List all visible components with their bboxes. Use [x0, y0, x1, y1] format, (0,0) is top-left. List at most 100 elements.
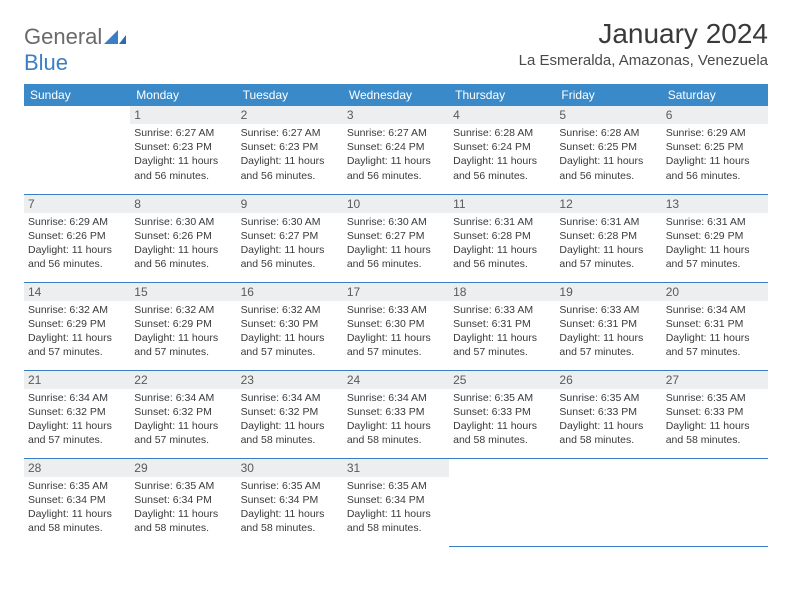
- day-info: Sunrise: 6:33 AMSunset: 6:31 PMDaylight:…: [453, 303, 551, 360]
- day-info: Sunrise: 6:33 AMSunset: 6:30 PMDaylight:…: [347, 303, 445, 360]
- calendar-cell: 18Sunrise: 6:33 AMSunset: 6:31 PMDayligh…: [449, 282, 555, 370]
- day-info: Sunrise: 6:29 AMSunset: 6:26 PMDaylight:…: [28, 215, 126, 272]
- calendar-cell: 24 Sunrise: 6:34 AMSunset: 6:33 PMDayligh…: [343, 370, 449, 458]
- calendar-cell: 17 Sunrise: 6:33 AMSunset: 6:30 PMDayligh…: [343, 282, 449, 370]
- day-number: 10: [343, 195, 449, 213]
- calendar-cell: 20Sunrise: 6:34 AMSunset: 6:31 PMDayligh…: [662, 282, 768, 370]
- day-info: Sunrise: 6:31 AMSunset: 6:29 PMDaylight:…: [666, 215, 764, 272]
- location: La Esmeralda, Amazonas, Venezuela: [519, 52, 768, 69]
- day-info: Sunrise: 6:35 AMSunset: 6:34 PMDaylight:…: [28, 479, 126, 536]
- day-number: 9: [237, 195, 343, 213]
- day-number: 28: [24, 459, 130, 477]
- month-title: January 2024: [519, 18, 768, 50]
- calendar-cell: 2 Sunrise: 6:27 AMSunset: 6:23 PMDaylight…: [237, 106, 343, 194]
- day-info: Sunrise: 6:35 AMSunset: 6:34 PMDaylight:…: [241, 479, 339, 536]
- calendar-cell: 1 Sunrise: 6:27 AMSunset: 6:23 PMDaylight…: [130, 106, 236, 194]
- calendar-cell: 15 Sunrise: 6:32 AMSunset: 6:29 PMDayligh…: [130, 282, 236, 370]
- day-info: Sunrise: 6:27 AMSunset: 6:24 PMDaylight:…: [347, 126, 445, 183]
- day-info: Sunrise: 6:35 AMSunset: 6:33 PMDaylight:…: [666, 391, 764, 448]
- day-info: Sunrise: 6:31 AMSunset: 6:28 PMDaylight:…: [559, 215, 657, 272]
- calendar-row: 14Sunrise: 6:32 AMSunset: 6:29 PMDayligh…: [24, 282, 768, 370]
- day-info: Sunrise: 6:30 AMSunset: 6:27 PMDaylight:…: [241, 215, 339, 272]
- day-number: 13: [662, 195, 768, 213]
- logo-sail-icon: [104, 30, 126, 44]
- calendar-cell: [449, 458, 555, 546]
- logo: General Blue: [24, 24, 126, 76]
- day-number: 1: [130, 106, 236, 124]
- calendar-cell: 31Sunrise: 6:35 AMSunset: 6:34 PMDayligh…: [343, 458, 449, 546]
- day-info: Sunrise: 6:27 AMSunset: 6:23 PMDaylight:…: [134, 126, 232, 183]
- day-number: 7: [24, 195, 130, 213]
- weekday-header: Saturday: [662, 84, 768, 106]
- day-number: 24: [343, 371, 449, 389]
- day-number: 19: [555, 283, 661, 301]
- day-number: 21: [24, 371, 130, 389]
- calendar-cell: [662, 458, 768, 546]
- calendar-cell: 16Sunrise: 6:32 AMSunset: 6:30 PMDayligh…: [237, 282, 343, 370]
- day-number: 22: [130, 371, 236, 389]
- day-info: Sunrise: 6:34 AMSunset: 6:32 PMDaylight:…: [28, 391, 126, 448]
- day-info: Sunrise: 6:29 AMSunset: 6:25 PMDaylight:…: [666, 126, 764, 183]
- calendar-row: 1 Sunrise: 6:27 AMSunset: 6:23 PMDaylight…: [24, 106, 768, 194]
- day-info: Sunrise: 6:35 AMSunset: 6:34 PMDaylight:…: [347, 479, 445, 536]
- day-number: 11: [449, 195, 555, 213]
- calendar-cell: [24, 106, 130, 194]
- day-info: Sunrise: 6:28 AMSunset: 6:25 PMDaylight:…: [559, 126, 657, 183]
- calendar-cell: 21 Sunrise: 6:34 AMSunset: 6:32 PMDayligh…: [24, 370, 130, 458]
- day-number: 15: [130, 283, 236, 301]
- calendar-cell: 9 Sunrise: 6:30 AMSunset: 6:27 PMDaylight…: [237, 194, 343, 282]
- calendar-cell: 11 Sunrise: 6:31 AMSunset: 6:28 PMDayligh…: [449, 194, 555, 282]
- calendar-cell: [555, 458, 661, 546]
- day-info: Sunrise: 6:30 AMSunset: 6:27 PMDaylight:…: [347, 215, 445, 272]
- calendar-cell: 6 Sunrise: 6:29 AMSunset: 6:25 PMDaylight…: [662, 106, 768, 194]
- calendar-row: 28 Sunrise: 6:35 AMSunset: 6:34 PMDayligh…: [24, 458, 768, 546]
- weekday-header: Thursday: [449, 84, 555, 106]
- day-number: 8: [130, 195, 236, 213]
- title-block: January 2024 La Esmeralda, Amazonas, Ven…: [519, 18, 768, 69]
- day-number: 5: [555, 106, 661, 124]
- weekday-header: Wednesday: [343, 84, 449, 106]
- day-info: Sunrise: 6:32 AMSunset: 6:29 PMDaylight:…: [28, 303, 126, 360]
- day-number: 12: [555, 195, 661, 213]
- day-number: 29: [130, 459, 236, 477]
- day-number: 2: [237, 106, 343, 124]
- logo-text-blue: Blue: [24, 50, 68, 75]
- day-info: Sunrise: 6:35 AMSunset: 6:33 PMDaylight:…: [453, 391, 551, 448]
- weekday-header: Monday: [130, 84, 236, 106]
- day-number: 25: [449, 371, 555, 389]
- day-info: Sunrise: 6:34 AMSunset: 6:32 PMDaylight:…: [134, 391, 232, 448]
- weekday-header: Sunday: [24, 84, 130, 106]
- calendar-cell: 27Sunrise: 6:35 AMSunset: 6:33 PMDayligh…: [662, 370, 768, 458]
- calendar-cell: 3 Sunrise: 6:27 AMSunset: 6:24 PMDaylight…: [343, 106, 449, 194]
- day-number: 23: [237, 371, 343, 389]
- calendar-cell: 5 Sunrise: 6:28 AMSunset: 6:25 PMDaylight…: [555, 106, 661, 194]
- header: General Blue January 2024 La Esmeralda, …: [24, 18, 768, 76]
- day-info: Sunrise: 6:31 AMSunset: 6:28 PMDaylight:…: [453, 215, 551, 272]
- day-info: Sunrise: 6:30 AMSunset: 6:26 PMDaylight:…: [134, 215, 232, 272]
- calendar-row: 7 Sunrise: 6:29 AMSunset: 6:26 PMDaylight…: [24, 194, 768, 282]
- logo-text-general: General: [24, 24, 102, 49]
- calendar-cell: 22 Sunrise: 6:34 AMSunset: 6:32 PMDayligh…: [130, 370, 236, 458]
- calendar-cell: 14 Sunrise: 6:32 AMSunset: 6:29 PMDayligh…: [24, 282, 130, 370]
- day-number: 20: [662, 283, 768, 301]
- weekday-header: Friday: [555, 84, 661, 106]
- day-info: Sunrise: 6:28 AMSunset: 6:24 PMDaylight:…: [453, 126, 551, 183]
- calendar-cell: 28 Sunrise: 6:35 AMSunset: 6:34 PMDayligh…: [24, 458, 130, 546]
- day-info: Sunrise: 6:32 AMSunset: 6:29 PMDaylight:…: [134, 303, 232, 360]
- day-info: Sunrise: 6:32 AMSunset: 6:30 PMDaylight:…: [241, 303, 339, 360]
- calendar-cell: 4Sunrise: 6:28 AMSunset: 6:24 PMDaylight…: [449, 106, 555, 194]
- calendar-table: Sunday Monday Tuesday Wednesday Thursday…: [24, 84, 768, 547]
- day-number: 26: [555, 371, 661, 389]
- day-info: Sunrise: 6:35 AMSunset: 6:33 PMDaylight:…: [559, 391, 657, 448]
- day-number: 14: [24, 283, 130, 301]
- day-info: Sunrise: 6:27 AMSunset: 6:23 PMDaylight:…: [241, 126, 339, 183]
- day-number: 6: [662, 106, 768, 124]
- calendar-cell: 10 Sunrise: 6:30 AMSunset: 6:27 PMDayligh…: [343, 194, 449, 282]
- day-number: 17: [343, 283, 449, 301]
- day-number: 3: [343, 106, 449, 124]
- day-info: Sunrise: 6:33 AMSunset: 6:31 PMDaylight:…: [559, 303, 657, 360]
- calendar-cell: 29Sunrise: 6:35 AMSunset: 6:34 PMDayligh…: [130, 458, 236, 546]
- day-info: Sunrise: 6:34 AMSunset: 6:33 PMDaylight:…: [347, 391, 445, 448]
- calendar-cell: 19 Sunrise: 6:33 AMSunset: 6:31 PMDayligh…: [555, 282, 661, 370]
- weekday-header: Tuesday: [237, 84, 343, 106]
